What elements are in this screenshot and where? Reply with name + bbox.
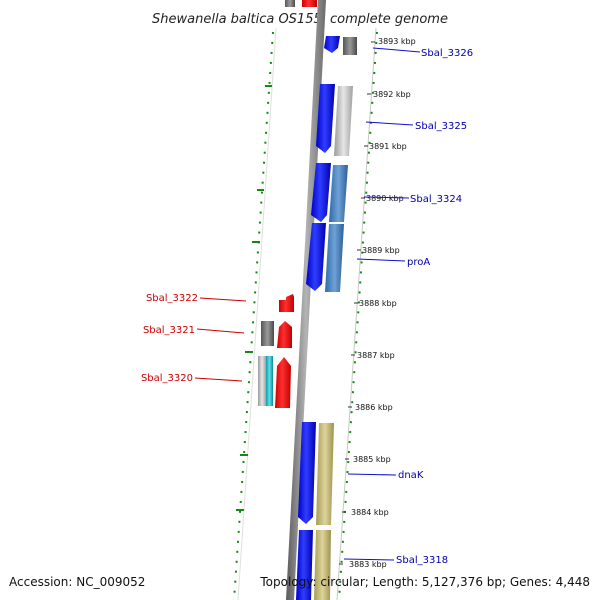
gene-partial-top-red[interactable] <box>302 0 317 7</box>
feature-steel-sbal-3324[interactable] <box>329 165 348 222</box>
leader-line <box>347 473 397 476</box>
gc-content-track <box>233 31 378 600</box>
tick-label: 3886 kbp <box>355 403 393 412</box>
gene-label-sbal-3326[interactable]: Sbal_3326 <box>421 48 473 59</box>
tick-marks <box>339 41 375 565</box>
tick-label: 3892 kbp <box>373 90 411 99</box>
leader-line <box>363 196 410 199</box>
gene-label-sbal-3320[interactable]: Sbal_3320 <box>141 373 193 384</box>
feature-gray-sbal-3321[interactable] <box>261 321 274 346</box>
feature-khaki-sbal-3318[interactable] <box>314 530 331 600</box>
gene-labels: Sbal_3326 Sbal_3325 Sbal_3324 proA dnaK … <box>141 48 473 566</box>
tick-label: 3890 kbp <box>366 194 404 203</box>
accession-text: Accession: NC_009052 <box>9 575 145 589</box>
leader-line <box>196 328 245 334</box>
gene-reverse-sbal-3322[interactable] <box>279 294 294 312</box>
gene-partial-top-gray[interactable] <box>285 0 295 7</box>
outer-guide-line <box>336 27 377 600</box>
gene-label-sbal-3318[interactable]: Sbal_3318 <box>396 555 448 566</box>
tick-label: 3893 kbp <box>378 37 416 46</box>
gene-reverse-sbal-3321[interactable] <box>277 321 292 348</box>
gene-forward-sbal-3318[interactable] <box>296 530 313 600</box>
tick-label: 3885 kbp <box>353 455 391 464</box>
tick-label: 3888 kbp <box>359 299 397 308</box>
gene-label-sbal-3321[interactable]: Sbal_3321 <box>143 325 195 336</box>
inner-guide-line <box>237 27 277 600</box>
gene-label-proa[interactable]: proA <box>407 257 430 268</box>
feature-cyan-sbal-3320[interactable] <box>266 356 273 406</box>
gene-label-sbal-3322[interactable]: Sbal_3322 <box>146 293 198 304</box>
gene-forward-sbal-3324[interactable] <box>311 163 331 222</box>
label-leaders <box>194 47 421 561</box>
map-title: Shewanella baltica OS155, complete genom… <box>152 12 448 27</box>
tick-label: 3887 kbp <box>357 351 395 360</box>
tick-label: 3883 kbp <box>349 560 387 569</box>
genome-backbone <box>286 0 326 600</box>
tick-label: 3891 kbp <box>369 142 407 151</box>
gene-label-sbal-3325[interactable]: Sbal_3325 <box>415 121 467 132</box>
gene-forward-sbal-3326[interactable] <box>324 36 340 53</box>
feature-light-gray-sbal-3320[interactable] <box>258 356 266 406</box>
tick-label: 3884 kbp <box>351 508 389 517</box>
gene-forward-dnak[interactable] <box>298 422 316 524</box>
gene-label-sbal-3324[interactable]: Sbal_3324 <box>410 194 462 205</box>
leader-line <box>365 121 414 126</box>
leader-line <box>194 377 243 382</box>
topology-text: Topology: circular; Length: 5,127,376 bp… <box>259 575 590 589</box>
gene-label-dnak[interactable]: dnaK <box>398 470 424 481</box>
tick-label: 3889 kbp <box>362 246 400 255</box>
gene-reverse-sbal-3320[interactable] <box>275 357 291 408</box>
leader-line <box>356 258 406 262</box>
feature-light-gray-sbal-3325[interactable] <box>334 86 353 156</box>
feature-dark-gray-sbal-3326[interactable] <box>343 37 357 55</box>
gene-forward-sbal-3325[interactable] <box>316 84 335 153</box>
gc-dotted-line-left <box>233 31 274 600</box>
feature-steel-proa[interactable] <box>325 224 344 292</box>
gene-forward-proa[interactable] <box>306 223 326 291</box>
leader-line <box>372 47 421 53</box>
leader-line <box>343 558 395 561</box>
feature-khaki-dnak[interactable] <box>316 423 334 525</box>
tick-labels: 3893 kbp 3892 kbp 3891 kbp 3890 kbp 3889… <box>349 37 416 569</box>
leader-line <box>199 297 247 302</box>
